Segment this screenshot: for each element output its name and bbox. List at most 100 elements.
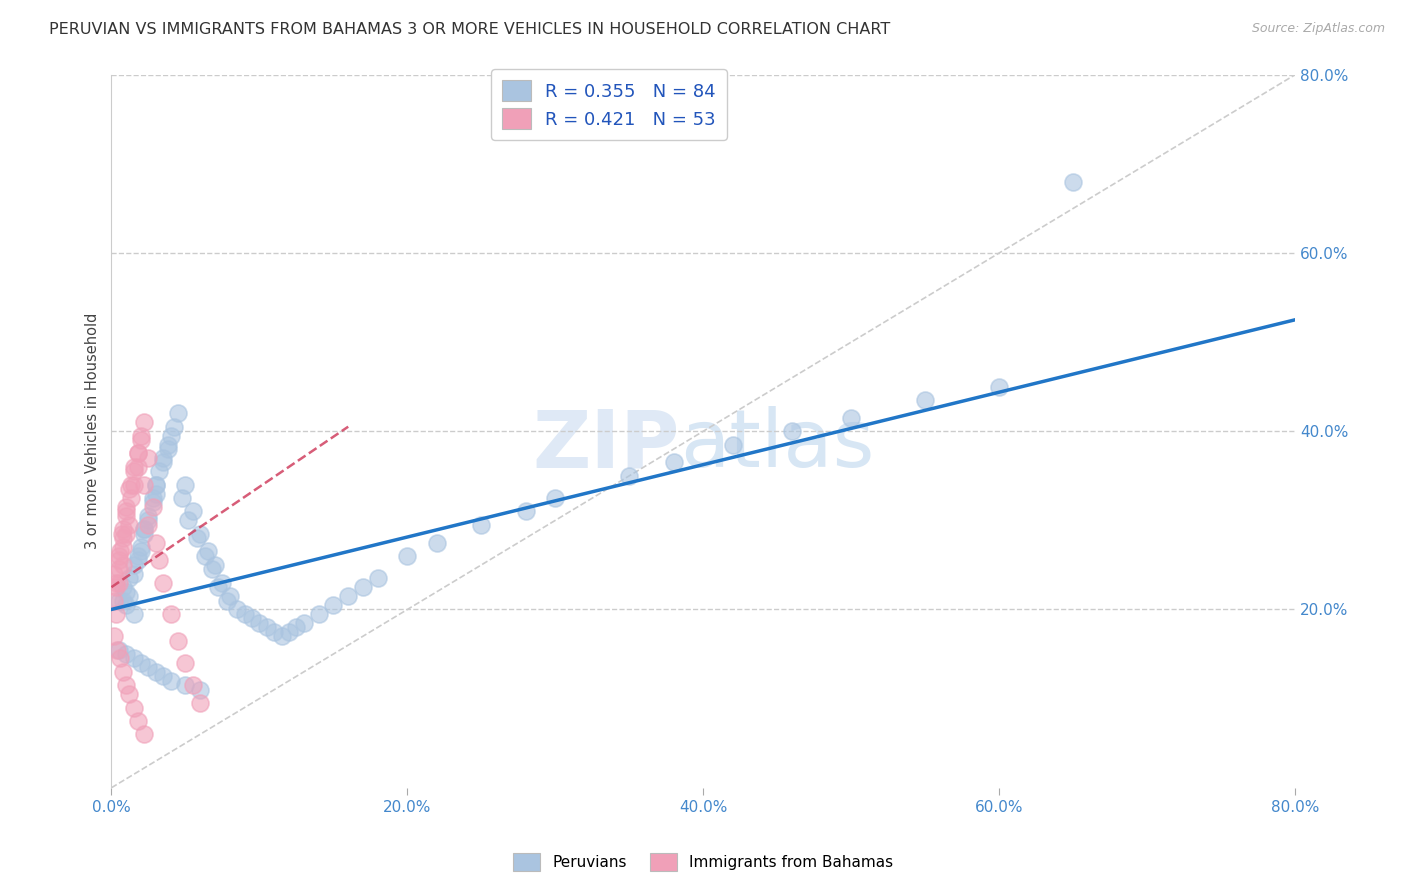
Point [103,566,125,581]
Point [145,665,167,679]
Point [544,491,567,505]
Point [129,540,152,554]
Point [110,651,132,665]
Point [194,549,217,563]
Point [108,562,131,576]
Point [207,580,229,594]
Point [108,593,131,607]
Point [218,589,240,603]
Point [118,482,141,496]
Point [152,455,174,469]
Point [201,562,224,576]
Point [159,673,181,688]
Point [211,575,233,590]
Point [127,459,149,474]
Point [105,642,128,657]
Point [129,544,152,558]
Point [138,513,160,527]
Point [142,495,165,509]
Point [145,486,167,500]
Point [112,522,135,536]
Point [174,656,197,670]
Point [132,415,155,429]
Point [122,464,145,478]
Point [278,624,301,639]
Point [127,553,149,567]
Point [122,607,145,621]
Point [145,477,167,491]
Point [103,593,125,607]
Point [122,651,145,665]
Point [308,607,330,621]
Point [108,553,131,567]
Point [233,607,256,621]
Point [197,544,219,558]
Point [159,428,181,442]
Point [138,517,160,532]
Point [122,477,145,491]
Point [270,629,292,643]
Point [152,450,174,465]
Point [188,696,211,710]
Point [115,500,138,514]
Point [129,433,152,447]
Point [240,611,263,625]
Point [181,504,204,518]
Point [132,727,155,741]
Point [127,549,149,563]
Legend: R = 0.355   N = 84, R = 0.421   N = 53: R = 0.355 N = 84, R = 0.421 N = 53 [491,70,727,140]
Text: PERUVIAN VS IMMIGRANTS FROM BAHAMAS 3 OR MORE VEHICLES IN HOUSEHOLD CORRELATION : PERUVIAN VS IMMIGRANTS FROM BAHAMAS 3 OR… [49,22,890,37]
Point [132,522,155,536]
Point [152,575,174,590]
Point [108,575,131,590]
Point [145,535,167,549]
Point [115,598,138,612]
Point [112,665,135,679]
Point [322,598,344,612]
Legend: Peruvians, Immigrants from Bahamas: Peruvians, Immigrants from Bahamas [503,844,903,880]
Point [256,620,278,634]
Point [118,517,141,532]
Point [204,558,226,572]
Point [148,553,170,567]
Point [167,633,190,648]
Point [112,558,135,572]
Point [172,491,194,505]
Text: Source: ZipAtlas.com: Source: ZipAtlas.com [1251,22,1385,36]
Point [662,455,685,469]
Point [122,459,145,474]
Point [115,647,138,661]
Point [122,558,145,572]
Point [177,513,200,527]
Point [285,620,308,634]
Point [841,410,863,425]
Point [111,526,134,541]
Point [104,607,127,621]
Point [159,607,181,621]
Point [352,580,374,594]
Point [112,580,135,594]
Point [132,522,155,536]
Point [721,437,744,451]
Point [110,544,132,558]
Point [249,615,271,630]
Point [186,531,208,545]
Point [127,446,149,460]
Point [115,526,138,541]
Point [988,379,1011,393]
Point [138,450,160,465]
Point [226,602,249,616]
Point [127,714,149,728]
Point [115,584,138,599]
Point [118,589,141,603]
Point [122,566,145,581]
Text: atlas: atlas [679,407,875,484]
Point [470,517,492,532]
Point [112,593,135,607]
Text: ZIP: ZIP [533,407,679,484]
Point [396,549,419,563]
Point [129,656,152,670]
Point [263,624,285,639]
Point [156,437,179,451]
Point [115,504,138,518]
